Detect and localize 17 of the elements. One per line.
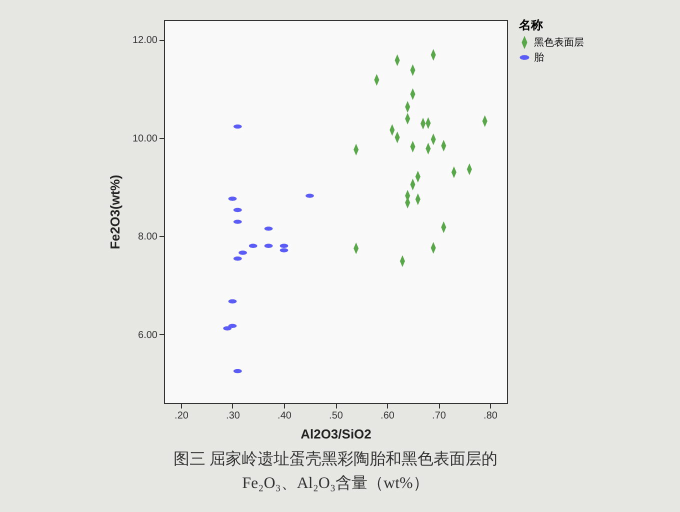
x-tick-label: .20 <box>174 410 189 422</box>
x-tick-label: .60 <box>380 410 395 422</box>
text: 图三 屈家岭遗址蛋壳黑彩陶胎和黑色表面层的 Fe₂O₃、Al₂O₃含量（wt%） <box>174 450 498 492</box>
y-axis-title: Fe2O3(wt%) <box>107 174 122 250</box>
x-tick-label: .80 <box>484 410 498 422</box>
y-tick-label: 10.00 <box>132 133 158 144</box>
x-tick-label: .50 <box>329 410 344 422</box>
y-tick-label: 6.00 <box>138 330 158 341</box>
legend-label: 胎 <box>534 52 544 64</box>
x-axis-title: Al2O3/SiO2 <box>300 426 372 442</box>
legend-title: 名称 <box>518 18 544 32</box>
y-tick-label: 8.00 <box>138 232 158 243</box>
x-tick-label: .40 <box>278 410 292 422</box>
y-tick-label: 12.00 <box>132 35 158 46</box>
x-tick-label: .30 <box>226 410 240 422</box>
legend-label: 黑色表面层 <box>534 36 584 48</box>
x-tick-label: .70 <box>432 410 446 422</box>
